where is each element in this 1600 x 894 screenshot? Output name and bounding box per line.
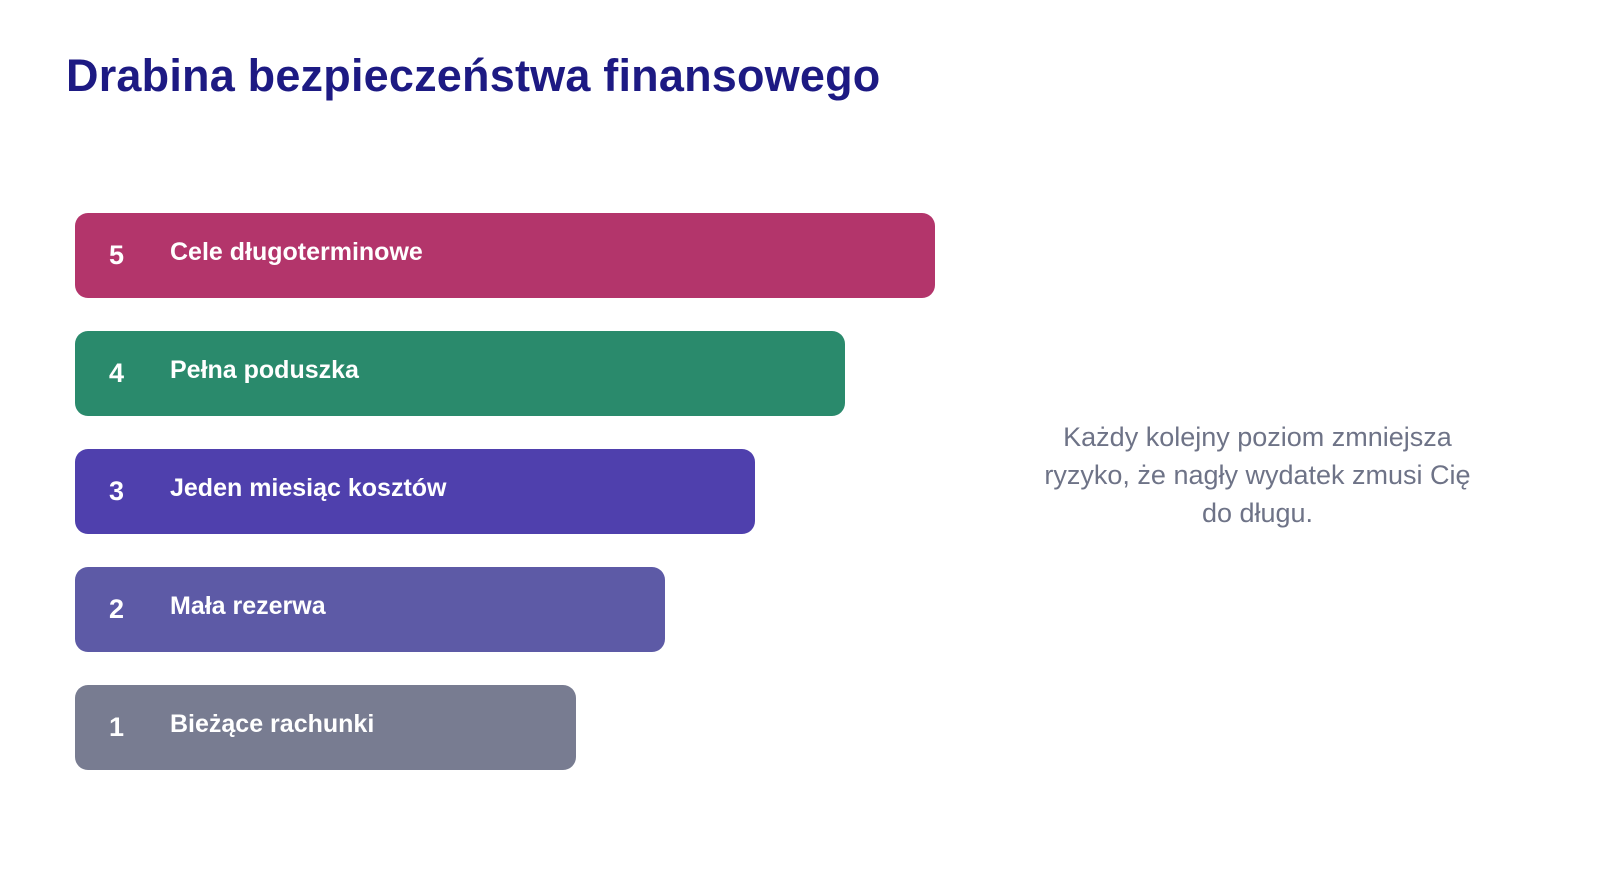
level-label: Mała rezerwa <box>170 592 326 620</box>
level-number: 4 <box>109 358 125 388</box>
level-label: Bieżące rachunki <box>170 710 375 738</box>
ladder-level-4: 4 Pełna poduszka <box>75 331 845 416</box>
ladder-level-2: 2 Mała rezerwa <box>75 567 665 652</box>
level-label: Jeden miesiąc kosztów <box>170 474 447 502</box>
ladder-level-3: 3 Jeden miesiąc kosztów <box>75 449 755 534</box>
level-label: Cele długoterminowe <box>170 238 423 266</box>
level-number: 2 <box>109 594 125 624</box>
slide-title: Drabina bezpieczeństwa finansowego <box>66 50 881 101</box>
ladder-level-5: 5 Cele długoterminowe <box>75 213 935 298</box>
level-number: 1 <box>109 712 125 742</box>
ladder-explanation-note: Każdy kolejny poziom zmniejsza ryzyko, ż… <box>1044 422 1471 528</box>
level-number: 3 <box>109 476 125 506</box>
level-label: Pełna poduszka <box>170 356 359 384</box>
level-number: 5 <box>109 240 125 270</box>
ladder-level-1: 1 Bieżące rachunki <box>75 685 576 770</box>
